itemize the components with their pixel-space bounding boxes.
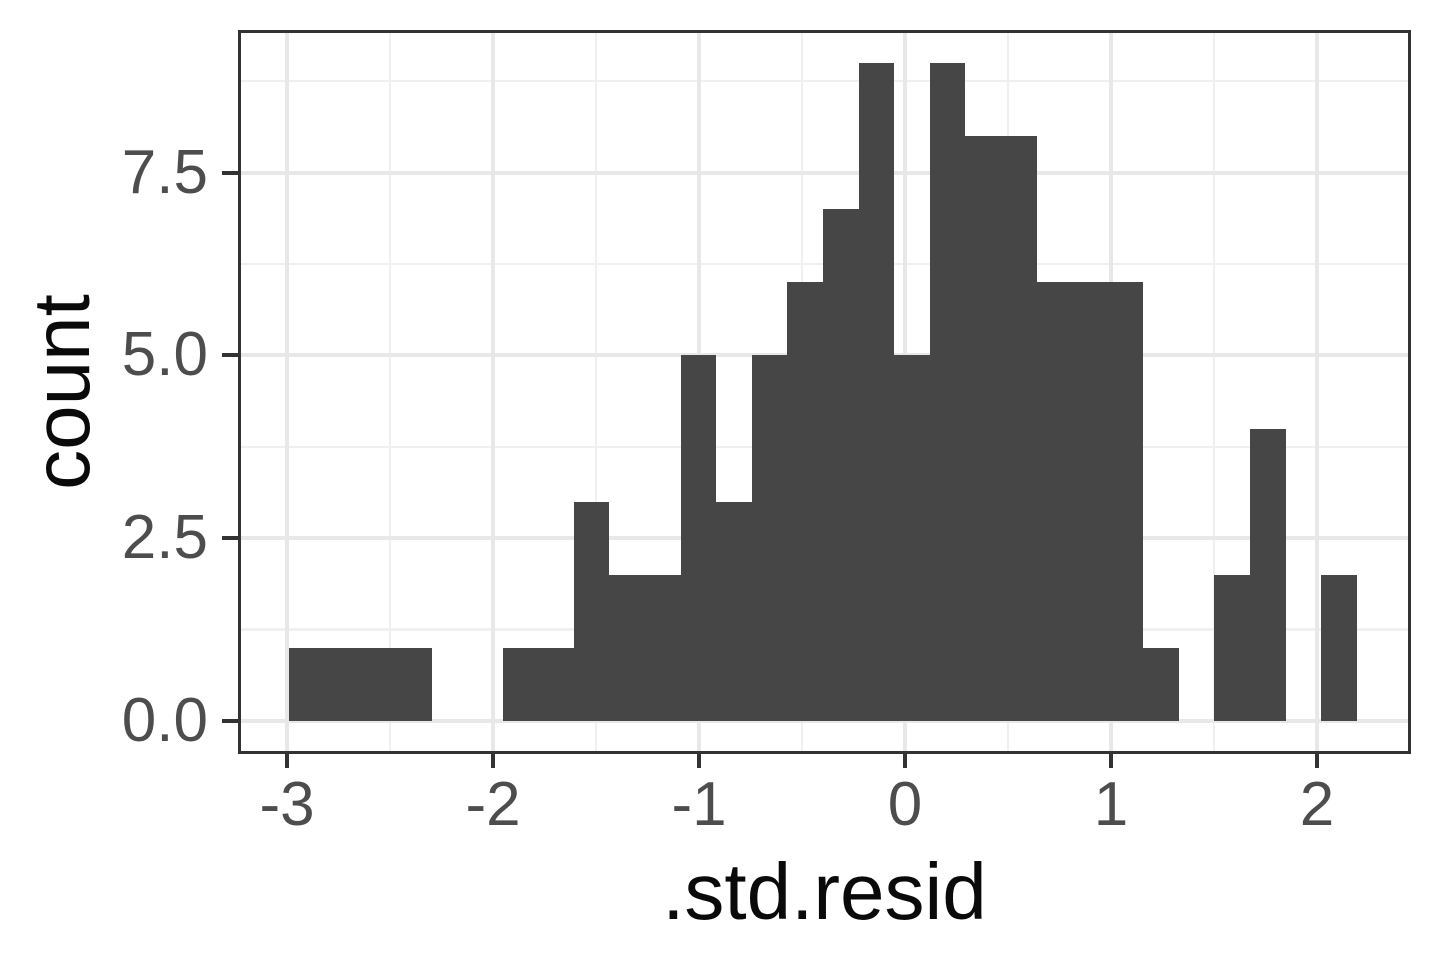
x-minor-gridline xyxy=(594,30,598,754)
x-minor-gridline xyxy=(388,30,392,754)
histogram-bar xyxy=(965,136,1002,722)
histogram-bar xyxy=(751,355,788,722)
x-major-gridline xyxy=(1315,30,1320,754)
y-axis-tick-label: 5.0 xyxy=(121,320,208,390)
x-axis-tick xyxy=(491,754,496,768)
histogram-bar xyxy=(289,647,325,722)
y-axis-tick-label: 7.5 xyxy=(121,137,208,207)
x-axis-tick-label: 0 xyxy=(887,770,923,839)
histogram-bar xyxy=(1250,428,1286,722)
histogram-bar xyxy=(573,501,610,722)
histogram-bar xyxy=(1107,282,1144,722)
x-axis-tick xyxy=(697,754,702,768)
x-axis-tick-label: 1 xyxy=(1093,770,1129,839)
histogram-bar xyxy=(858,62,895,722)
y-major-gridline xyxy=(238,719,1411,724)
histogram-bar xyxy=(787,282,824,722)
plot-panel xyxy=(238,30,1411,754)
histogram-bar xyxy=(929,62,966,722)
histogram-bar xyxy=(502,647,539,722)
histogram-bar xyxy=(1001,136,1037,722)
x-axis-tick xyxy=(903,754,908,768)
histogram-bar xyxy=(1072,282,1108,722)
x-axis-tick-label: -3 xyxy=(259,770,315,839)
y-axis-title: count xyxy=(17,294,106,490)
histogram-bar xyxy=(609,574,646,722)
histogram-bar xyxy=(1321,574,1357,722)
histogram-bar xyxy=(324,647,361,722)
histogram-bar xyxy=(716,501,752,722)
x-major-gridline xyxy=(491,30,496,754)
histogram-bar xyxy=(360,647,396,722)
histogram-bar xyxy=(538,647,574,722)
y-axis-tick xyxy=(222,719,238,724)
histogram-bar xyxy=(645,574,681,722)
y-axis-tick xyxy=(222,170,238,175)
x-major-gridline xyxy=(285,30,290,754)
y-axis-tick-label: 0.0 xyxy=(121,686,208,756)
x-axis-tick xyxy=(1315,754,1320,768)
histogram-bar xyxy=(1036,282,1073,722)
x-axis-tick-label: -1 xyxy=(671,770,727,839)
y-axis-tick xyxy=(222,353,238,358)
x-minor-gridline xyxy=(1212,30,1216,754)
y-axis-tick-label: 2.5 xyxy=(121,503,208,573)
histogram-bar xyxy=(823,209,859,722)
y-major-gridline xyxy=(238,170,1411,175)
x-axis-title: .std.resid xyxy=(662,847,987,936)
histogram-bar xyxy=(680,355,717,722)
x-axis-tick-label: -2 xyxy=(465,770,521,839)
y-minor-gridline xyxy=(238,79,1411,83)
x-axis-tick-label: 2 xyxy=(1299,770,1335,839)
histogram-bar xyxy=(1214,574,1251,722)
histogram-bar xyxy=(894,355,930,722)
y-axis-tick xyxy=(222,536,238,541)
histogram-bar xyxy=(396,647,432,722)
x-axis-tick xyxy=(1109,754,1114,768)
x-axis-tick xyxy=(285,754,290,768)
histogram-bar xyxy=(1143,647,1180,722)
